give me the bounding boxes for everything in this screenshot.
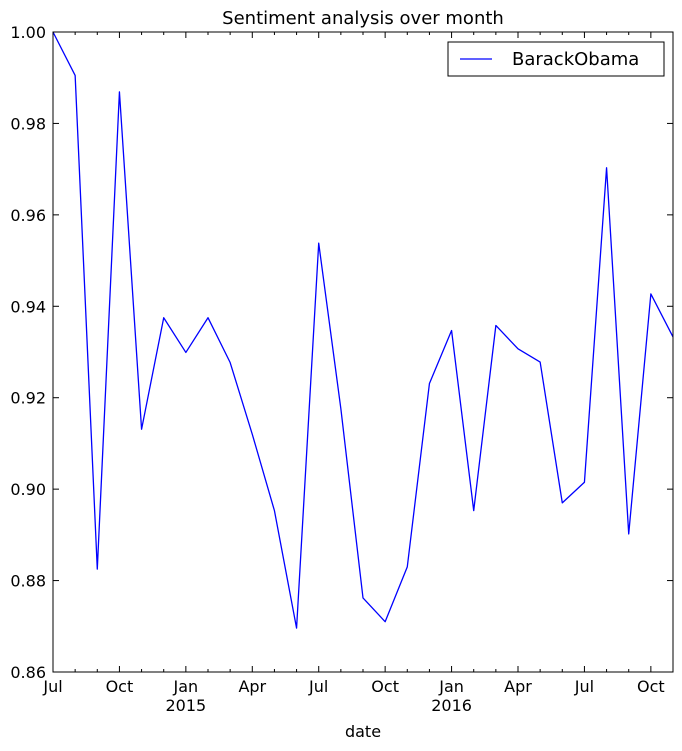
y-tick-label: 0.98 [10, 114, 46, 133]
y-tick-label: 0.92 [10, 389, 46, 408]
legend: BarackObama [447, 41, 665, 77]
x-tick-label: Oct [371, 677, 399, 696]
x-tick-label: Jan [173, 677, 199, 696]
x-tick-label: Jul [574, 677, 594, 696]
x-tick-label: Jul [42, 677, 62, 696]
y-tick-label: 0.94 [10, 297, 46, 316]
series-line [52, 31, 674, 629]
x-tick-label: Oct [106, 677, 134, 696]
x-tick-label: Oct [637, 677, 665, 696]
y-axis: 0.86 0.88 0.90 0.92 0.94 0.96 0.98 1.00 [10, 23, 673, 682]
plot-series [52, 31, 674, 629]
x-tick-label: Apr [504, 677, 532, 696]
y-tick-label: 0.96 [10, 206, 46, 225]
plot-frame [52, 31, 674, 673]
x-year-label: 2016 [431, 696, 472, 715]
y-tick-label: 0.90 [10, 480, 46, 499]
x-tick-label: Jul [308, 677, 328, 696]
legend-label: BarackObama [512, 49, 639, 70]
x-tick-label: Jan [438, 677, 464, 696]
chart-title: Sentiment analysis over month [222, 8, 504, 29]
y-tick-label: 0.88 [10, 572, 46, 591]
x-year-label: 2015 [165, 696, 206, 715]
y-tick-label: 1.00 [10, 23, 46, 42]
x-axis: Jul Oct Jan Apr Jul Oct Jan Apr Jul Oct 2015 2016 [42, 32, 674, 715]
y-tick-label: 0.86 [10, 663, 46, 682]
x-axis-label: date [345, 722, 381, 741]
x-tick-label: Apr [238, 677, 266, 696]
